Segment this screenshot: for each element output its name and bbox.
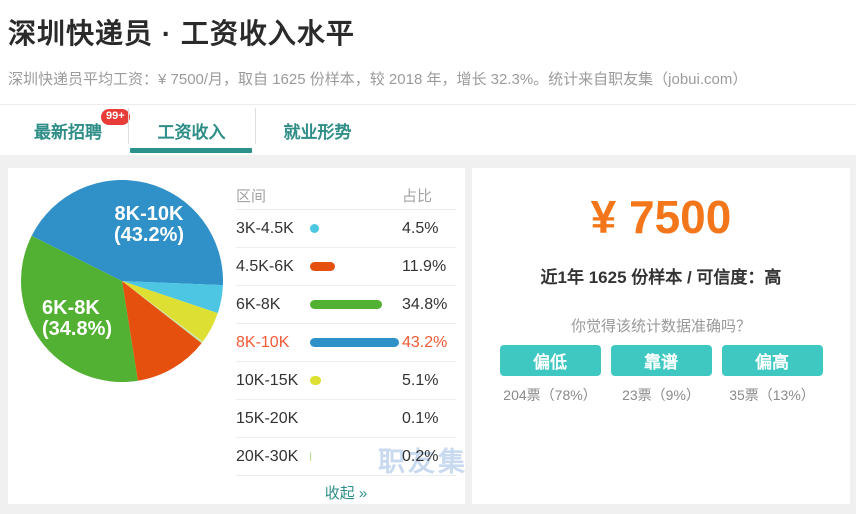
pie-slice-10K-15K[interactable] (122, 281, 218, 342)
vote-count-1: 204票（78%） (503, 387, 597, 403)
share-bar (310, 376, 402, 385)
share-bar (310, 452, 402, 461)
vote-buttons-row: 偏低 204票（78%） 靠谱 23票（9%） 偏高 35票（13%） (472, 345, 850, 405)
vote-option-2: 靠谱 23票（9%） (610, 345, 712, 405)
vote-button-1[interactable]: 偏低 (499, 345, 601, 376)
table-row-6K-8K[interactable]: 6K-8K 34.8% (236, 286, 456, 324)
salary-range-table: 区间 占比 3K-4.5K 4.5% 4.5K-6K 11.9% 6K-8K 34.8% 8… (236, 182, 456, 504)
table-row-8K-10K[interactable]: 8K-10K 43.2% (236, 324, 456, 362)
table-row-15K-20K[interactable]: 15K-20K 0.1% (236, 400, 456, 438)
share-value: 11.9% (402, 257, 447, 275)
share-bar (310, 224, 402, 233)
share-value: 0.2% (402, 447, 439, 465)
pie-slice-8K-10K[interactable] (31, 180, 223, 286)
column-header-share: 占比 (402, 188, 433, 205)
tab-salary-income[interactable]: 工资收入 (128, 105, 255, 155)
tab-latest-jobs[interactable]: 最新招聘 99+ (8, 105, 130, 155)
vote-option-3: 偏高 35票（13%） (721, 345, 823, 405)
tab-employment-trend-label: 就业形势 (283, 122, 352, 142)
table-header-row: 区间 占比 (236, 182, 456, 210)
pie-slice-15K-20K[interactable] (122, 281, 203, 343)
vote-button-2[interactable]: 靠谱 (610, 345, 712, 376)
new-jobs-count-badge: 99+ (101, 109, 130, 125)
share-value: 43.2% (402, 333, 448, 351)
share-value: 0.1% (402, 409, 439, 427)
table-row-10K-15K[interactable]: 10K-15K 5.1% (236, 362, 456, 400)
salary-distribution-card: 8K-10K (43.2%) 6K-8K (34.8%) 职友集 区间 占比 3… (8, 168, 465, 504)
share-bar (310, 262, 402, 271)
table-row-20K-30K[interactable]: 20K-30K 0.2% (236, 438, 456, 476)
pie-slice-20K-30K[interactable] (122, 281, 203, 344)
pie-slice-4.5K-6K[interactable] (122, 281, 202, 381)
share-value: 5.1% (402, 371, 439, 389)
range-label: 6K-8K (236, 295, 281, 313)
range-label: 15K-20K (236, 409, 299, 427)
share-bar (310, 300, 402, 309)
range-label: 10K-15K (236, 371, 299, 389)
salary-pie-chart (21, 180, 223, 382)
content-area: 8K-10K (43.2%) 6K-8K (34.8%) 职友集 区间 占比 3… (0, 155, 856, 514)
vote-option-1: 偏低 204票（78%） (499, 345, 601, 405)
share-value: 4.5% (402, 219, 439, 237)
page-title: 深圳快递员 · 工资收入水平 (8, 18, 355, 49)
table-row-3K-4.5K[interactable]: 3K-4.5K 4.5% (236, 210, 456, 248)
vote-count-2: 23票（9%） (622, 387, 700, 403)
watermark-logo: 职友集 (378, 447, 465, 477)
range-label: 20K-30K (236, 447, 299, 465)
average-salary-value: ¥ 7500 (590, 191, 732, 243)
vote-button-3[interactable]: 偏高 (721, 345, 823, 376)
tab-latest-jobs-label: 最新招聘 (34, 122, 102, 142)
table-row-4.5K-6K[interactable]: 4.5K-6K 11.9% (236, 248, 456, 286)
active-tab-underline (130, 148, 252, 153)
vote-count-3: 35票（13%） (729, 387, 815, 403)
range-label: 4.5K-6K (236, 257, 294, 275)
vote-question: 你觉得该统计数据准确吗？ (570, 318, 751, 335)
tab-bar: 最新招聘 99+ 工资收入 就业形势 (0, 104, 856, 155)
pie-slice-6K-8K[interactable] (21, 235, 138, 382)
page-subtitle: 深圳快递员平均工资：¥ 7500/月，取自 1625 份样本，较 2018 年，… (8, 71, 748, 88)
tab-employment-trend[interactable]: 就业形势 (255, 105, 380, 155)
share-value: 34.8% (402, 295, 448, 313)
sample-credibility-line: 近1年 1625 份样本 / 可信度：高 (540, 268, 782, 287)
range-label: 8K-10K (236, 333, 290, 351)
pie-slice-3K-4.5K[interactable] (122, 281, 223, 314)
share-bar (310, 338, 402, 347)
collapse-link[interactable]: 收起 » (324, 484, 368, 502)
tab-salary-income-label: 工资收入 (157, 122, 226, 142)
range-label: 3K-4.5K (236, 219, 294, 237)
column-header-range: 区间 (236, 188, 267, 205)
page-header: 深圳快递员 · 工资收入水平 深圳快递员平均工资：¥ 7500/月，取自 162… (0, 0, 856, 104)
salary-summary-card: ¥ 7500 近1年 1625 份样本 / 可信度：高 你觉得该统计数据准确吗？… (472, 168, 850, 504)
